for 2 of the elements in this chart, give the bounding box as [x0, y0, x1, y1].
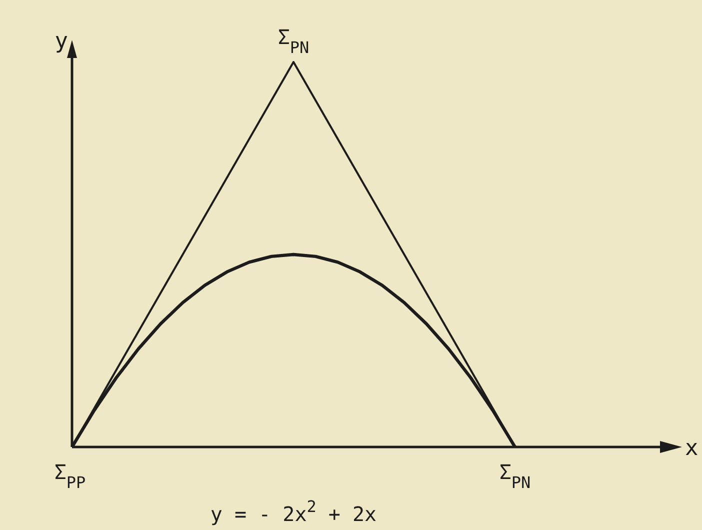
text: x [685, 436, 698, 461]
text: y [54, 29, 68, 54]
